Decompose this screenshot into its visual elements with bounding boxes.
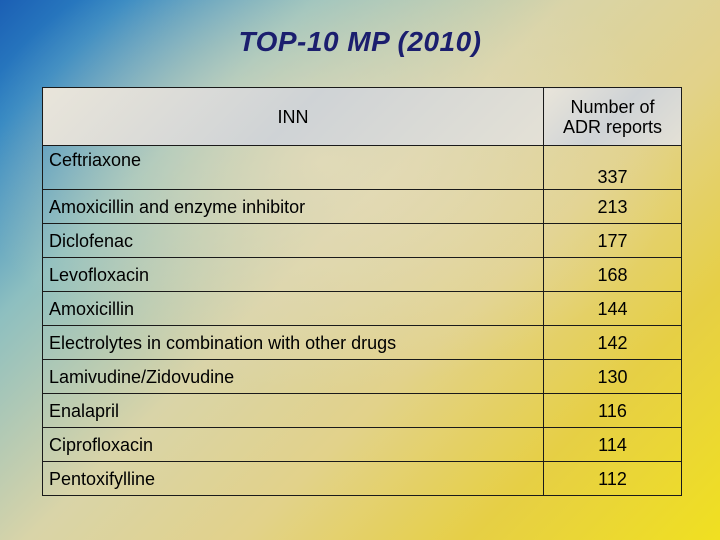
header-adr-reports: Number of ADR reports	[543, 87, 682, 146]
cell-count: 112	[543, 461, 682, 496]
cell-inn: Ceftriaxone	[42, 145, 544, 190]
table-row: Electrolytes in combination with other d…	[42, 325, 682, 360]
table-row: Enalapril 116	[42, 393, 682, 428]
adr-table: INN Number of ADR reports Ceftriaxone 33…	[42, 87, 682, 496]
cell-inn: Amoxicillin and enzyme inhibitor	[42, 189, 544, 224]
cell-inn: Levofloxacin	[42, 257, 544, 292]
table-row: Diclofenac 177	[42, 223, 682, 258]
cell-inn: Enalapril	[42, 393, 544, 428]
cell-count: 168	[543, 257, 682, 292]
table-header-row: INN Number of ADR reports	[42, 87, 682, 146]
cell-count: 142	[543, 325, 682, 360]
header-inn: INN	[42, 87, 544, 146]
table-row: Levofloxacin 168	[42, 257, 682, 292]
table-row: Ciprofloxacin 114	[42, 427, 682, 462]
table-row: Pentoxifylline 112	[42, 461, 682, 496]
table-row: Lamivudine/Zidovudine 130	[42, 359, 682, 394]
cell-inn: Amoxicillin	[42, 291, 544, 326]
cell-count: 130	[543, 359, 682, 394]
cell-count: 177	[543, 223, 682, 258]
cell-count: 114	[543, 427, 682, 462]
cell-inn: Pentoxifylline	[42, 461, 544, 496]
cell-inn: Diclofenac	[42, 223, 544, 258]
cell-inn: Ciprofloxacin	[42, 427, 544, 462]
table-row: Ceftriaxone 337	[42, 145, 682, 190]
cell-inn: Electrolytes in combination with other d…	[42, 325, 544, 360]
cell-count: 116	[543, 393, 682, 428]
cell-count: 213	[543, 189, 682, 224]
table-row: Amoxicillin and enzyme inhibitor 213	[42, 189, 682, 224]
cell-inn: Lamivudine/Zidovudine	[42, 359, 544, 394]
cell-count: 144	[543, 291, 682, 326]
table-row: Amoxicillin 144	[42, 291, 682, 326]
cell-count: 337	[543, 145, 682, 190]
slide-title: TOP-10 MP (2010)	[238, 26, 482, 57]
